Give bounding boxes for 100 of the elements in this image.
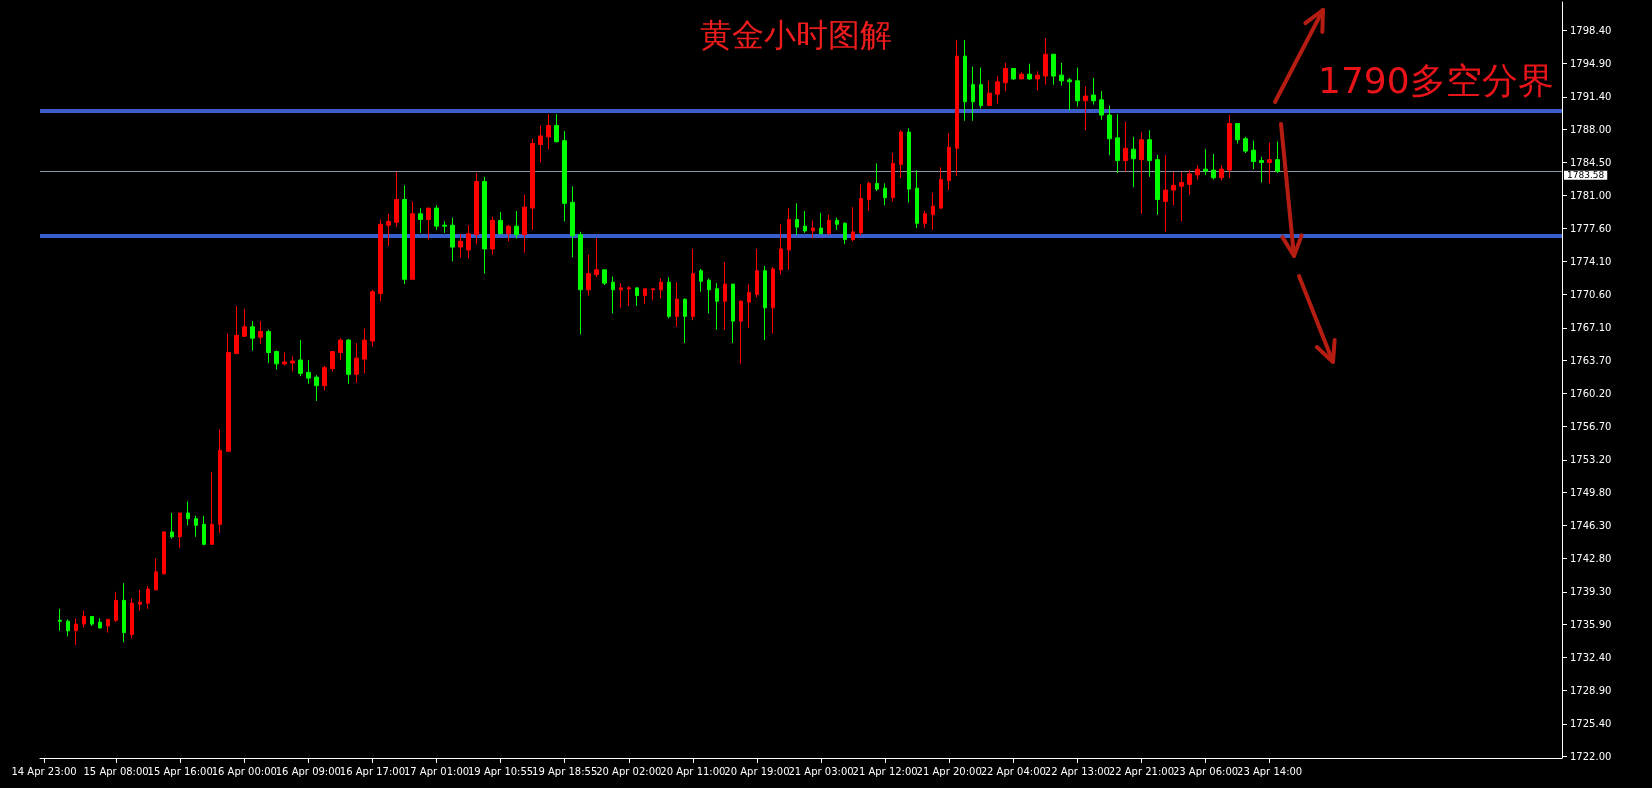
candlestick	[787, 207, 791, 271]
candlestick	[931, 192, 935, 231]
candlestick	[514, 210, 519, 239]
candlestick	[859, 183, 863, 237]
y-tick-label: 1784.50	[1570, 157, 1612, 169]
candlestick	[835, 217, 839, 231]
candlestick	[1171, 171, 1176, 206]
candlestick	[811, 219, 815, 239]
y-tick-label: 1777.60	[1570, 222, 1612, 234]
candlestick	[442, 220, 447, 234]
y-tick-label: 1739.30	[1570, 586, 1612, 598]
candlestick	[1147, 129, 1152, 178]
candlestick	[266, 329, 271, 364]
candlestick	[819, 212, 823, 235]
candlestick	[891, 152, 895, 202]
x-tick-label: 23 Apr 06:00	[1172, 765, 1239, 777]
candlestick	[1243, 136, 1248, 154]
candlestick	[426, 207, 431, 240]
candlestick	[578, 231, 583, 335]
candlestick	[162, 530, 166, 576]
candlestick	[418, 207, 423, 234]
candlestick	[1027, 63, 1032, 81]
candlestick	[715, 282, 719, 331]
candlestick	[923, 210, 927, 229]
y-tick-label: 1753.20	[1570, 454, 1612, 466]
ref-line-label: 1783.58	[1567, 170, 1605, 181]
candlestick	[234, 305, 239, 355]
candlestick	[170, 512, 174, 540]
candlestick	[803, 210, 807, 234]
candlestick	[915, 169, 919, 229]
candlestick	[226, 332, 231, 452]
candlestick	[843, 221, 847, 245]
candlestick	[386, 213, 391, 247]
candlestick	[322, 365, 327, 391]
candlestick	[1203, 148, 1208, 176]
candlestick	[378, 218, 383, 302]
y-tick-label: 1756.70	[1570, 421, 1612, 433]
candlestick	[1211, 153, 1216, 181]
candlestick	[202, 515, 206, 546]
x-tick-label: 16 Apr 09:00	[275, 765, 341, 777]
candlestick	[186, 501, 190, 526]
candlestick	[330, 351, 335, 372]
candlestick	[699, 268, 703, 293]
candlestick	[122, 582, 126, 643]
y-tick-label: 1735.90	[1570, 618, 1612, 630]
candlestick	[1091, 77, 1096, 106]
x-tick-label: 15 Apr 08:00	[83, 765, 149, 777]
candlestick	[907, 127, 911, 203]
candlestick	[763, 265, 767, 341]
candlestick	[755, 248, 759, 298]
candlestick	[258, 320, 263, 345]
y-tick-label: 1746.30	[1570, 519, 1612, 531]
y-tick-label: 1774.10	[1570, 255, 1612, 267]
y-tick-label: 1728.90	[1570, 685, 1612, 697]
candlestick	[466, 224, 471, 259]
x-tick-label: 20 Apr 19:00	[724, 765, 790, 777]
y-tick-label: 1760.20	[1570, 387, 1612, 399]
candlestick	[691, 248, 695, 321]
candlestick	[1259, 156, 1264, 183]
candlestick	[731, 283, 735, 344]
candlestick	[771, 266, 775, 334]
candlestick	[498, 211, 503, 235]
candlestick	[114, 591, 118, 623]
candlestick	[643, 288, 647, 305]
candlestick	[1051, 53, 1056, 86]
candlestick	[779, 223, 783, 276]
y-tick-label: 1781.00	[1570, 190, 1612, 202]
candlestick	[963, 39, 967, 122]
candlestick	[1043, 37, 1048, 86]
candlestick	[1251, 140, 1256, 170]
candlestick	[482, 176, 487, 275]
candlestick	[651, 288, 655, 301]
y-tick-label: 1794.90	[1570, 58, 1612, 70]
candlestick	[282, 351, 287, 367]
candlestick	[1019, 71, 1024, 80]
candlestick	[979, 67, 983, 109]
candlestick	[314, 374, 319, 402]
candlestick	[1123, 121, 1128, 173]
y-tick-label: 1749.80	[1570, 486, 1612, 498]
candlestick	[522, 194, 527, 254]
candlestick	[659, 277, 663, 299]
y-tick-label: 1767.10	[1570, 322, 1612, 334]
candlestick	[402, 184, 407, 285]
candlestick	[1267, 142, 1272, 184]
candlestick	[298, 339, 303, 377]
x-tick-label: 15 Apr 16:00	[147, 765, 213, 777]
candlestick	[130, 597, 134, 639]
candlestick	[474, 172, 479, 245]
candlestick	[611, 275, 615, 315]
x-tick-label: 19 Apr 18:55	[532, 765, 598, 777]
candlestick	[1139, 131, 1144, 215]
candlestick	[90, 615, 94, 627]
candlestick	[58, 608, 62, 632]
candlestick	[74, 617, 78, 646]
x-tick-label: 21 Apr 12:00	[852, 765, 918, 777]
candlestick	[867, 181, 871, 212]
candlestick	[98, 617, 102, 630]
candlestick	[1219, 164, 1224, 182]
candlestick	[1227, 114, 1232, 179]
candlestick	[458, 233, 463, 258]
